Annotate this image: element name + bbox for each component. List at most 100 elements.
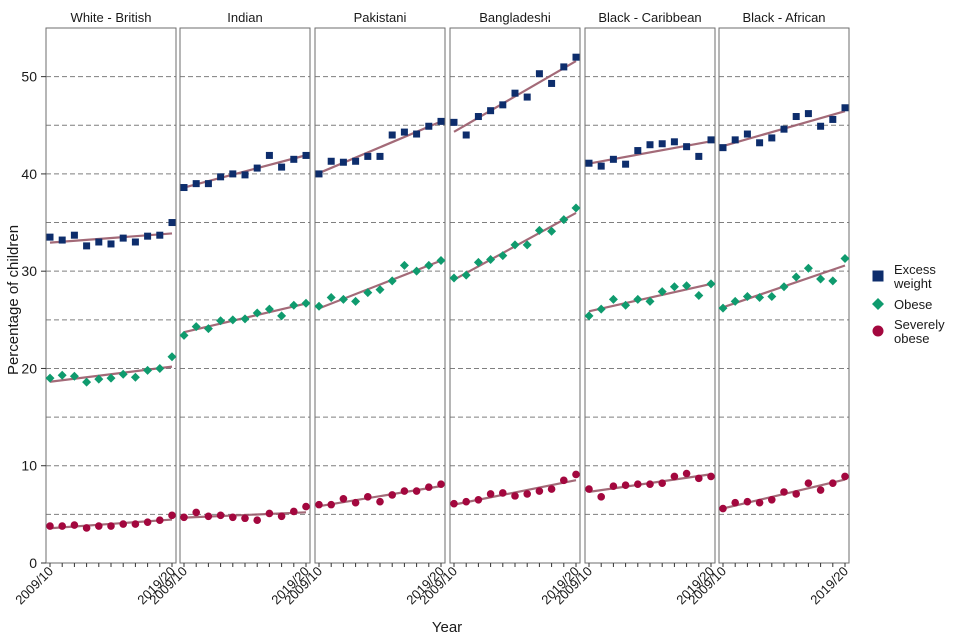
point-excess-weight (474, 113, 482, 121)
point-excess-weight (523, 93, 531, 101)
point-obese (289, 300, 299, 310)
point-obese (338, 294, 348, 304)
point-severely-obese (70, 521, 79, 529)
point-obese (277, 311, 287, 321)
point-excess-weight (437, 117, 445, 125)
point-severely-obese (804, 479, 813, 488)
point-excess-weight (450, 118, 458, 126)
point-obese (69, 371, 79, 381)
point-excess-weight (658, 140, 666, 148)
point-excess-weight (707, 136, 715, 144)
point-severely-obese (229, 513, 237, 522)
y-tick-label: 20 (21, 360, 37, 376)
point-obese (657, 287, 667, 297)
point-severely-obese (216, 511, 225, 520)
y-tick-label: 10 (21, 458, 37, 474)
point-obese (791, 272, 801, 282)
point-severely-obese (204, 512, 213, 521)
point-excess-weight (695, 152, 703, 160)
point-excess-weight (229, 170, 237, 178)
point-excess-weight (95, 238, 103, 246)
point-excess-weight (364, 152, 372, 160)
point-excess-weight (278, 163, 286, 171)
point-excess-weight (756, 139, 764, 147)
point-obese (301, 298, 311, 308)
point-obese (755, 292, 765, 302)
trend-line-obese (318, 259, 442, 310)
point-severely-obese (841, 472, 849, 481)
point-obese (106, 373, 116, 383)
point-severely-obese (462, 497, 471, 506)
point-excess-weight (302, 151, 310, 159)
point-severely-obese (412, 487, 421, 495)
point-excess-weight (204, 180, 212, 188)
legend-label: obese (894, 331, 929, 346)
point-excess-weight (622, 160, 630, 168)
panel-title: Indian (227, 10, 262, 25)
panel-title: Bangladeshi (479, 10, 551, 25)
point-severely-obese (560, 476, 568, 485)
point-excess-weight (719, 144, 727, 152)
point-severely-obese (241, 514, 249, 523)
point-severely-obese (192, 508, 200, 517)
panel-border (45, 27, 177, 564)
point-severely-obese (634, 480, 642, 489)
point-severely-obese (535, 487, 544, 495)
point-excess-weight (548, 79, 556, 87)
point-obese (473, 257, 483, 267)
point-severely-obese (119, 520, 127, 528)
point-excess-weight (253, 164, 261, 172)
point-severely-obese (609, 482, 618, 490)
panel-border (314, 27, 446, 564)
point-severely-obese (376, 497, 384, 506)
point-excess-weight (817, 122, 825, 130)
legend-square-icon (872, 270, 884, 282)
point-severely-obese (168, 511, 176, 520)
point-severely-obese (719, 504, 727, 513)
point-obese (228, 315, 238, 325)
point-excess-weight (731, 136, 739, 144)
point-obese (191, 322, 201, 332)
point-excess-weight (425, 122, 433, 130)
legend-diamond-icon (872, 298, 884, 310)
point-obese (840, 254, 850, 264)
point-severely-obese (364, 493, 372, 501)
point-excess-weight (400, 128, 408, 136)
point-severely-obese (277, 512, 286, 521)
point-severely-obese (302, 502, 310, 511)
point-obese (694, 291, 704, 300)
trend-line-excess (318, 120, 442, 175)
point-excess-weight (670, 138, 678, 146)
point-obese (596, 304, 606, 314)
point-excess-weight (339, 158, 347, 166)
trend-line-severe (318, 485, 442, 508)
point-obese (742, 291, 752, 301)
point-obese (571, 203, 581, 213)
point-excess-weight (352, 157, 360, 165)
legend-label: Severely (894, 317, 945, 332)
point-obese (264, 304, 274, 314)
point-excess-weight (388, 131, 396, 139)
point-excess-weight (597, 162, 605, 170)
y-tick-label: 0 (29, 555, 37, 571)
legend-label: Obese (894, 297, 932, 312)
point-obese (216, 316, 226, 326)
point-excess-weight (265, 151, 273, 159)
point-excess-weight (156, 231, 164, 239)
point-severely-obese (670, 472, 679, 481)
point-severely-obese (327, 500, 336, 509)
point-obese (351, 296, 361, 306)
point-excess-weight (83, 242, 91, 250)
point-severely-obese (499, 489, 507, 497)
point-severely-obese (585, 485, 593, 493)
point-severely-obese (253, 516, 261, 524)
point-severely-obese (131, 520, 140, 528)
point-obese (621, 300, 631, 310)
point-obese (82, 377, 92, 387)
point-severely-obese (351, 498, 360, 507)
point-excess-weight (192, 180, 200, 188)
point-severely-obese (597, 493, 605, 501)
